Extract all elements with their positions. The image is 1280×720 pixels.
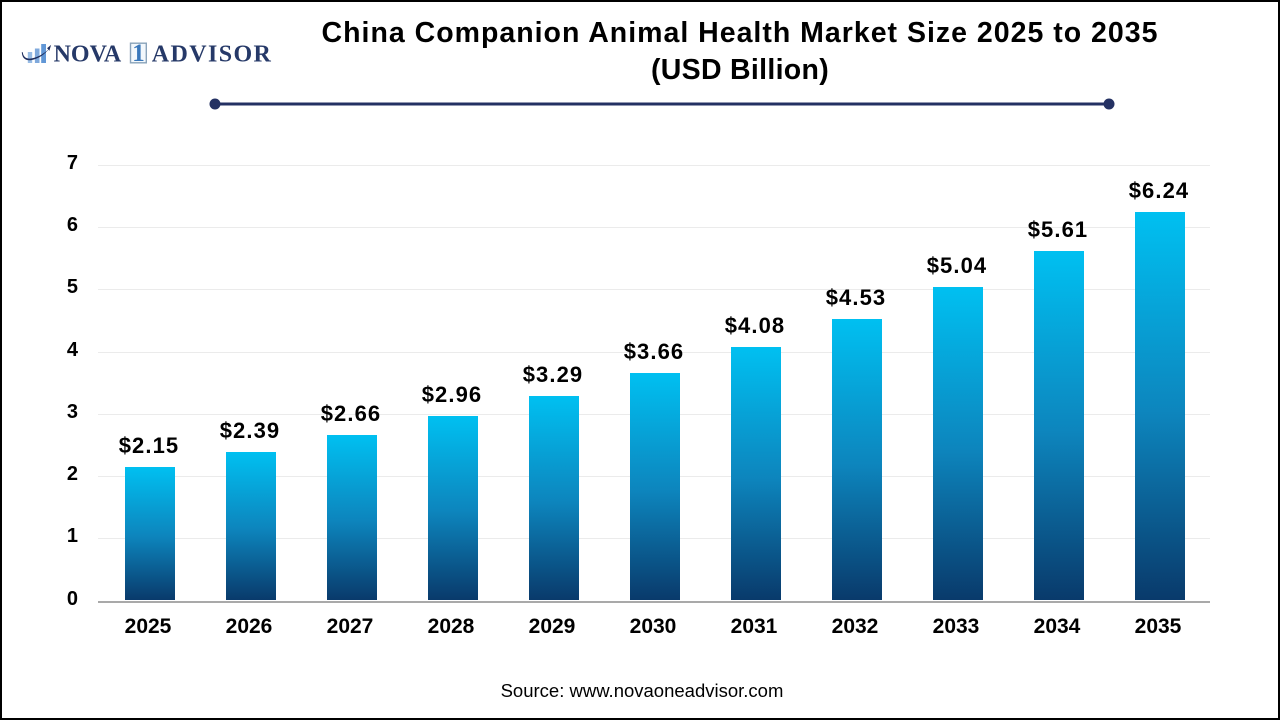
svg-text:1: 1	[132, 40, 145, 67]
svg-text:NOVA: NOVA	[54, 42, 122, 68]
svg-text:ADVISOR: ADVISOR	[152, 42, 272, 68]
